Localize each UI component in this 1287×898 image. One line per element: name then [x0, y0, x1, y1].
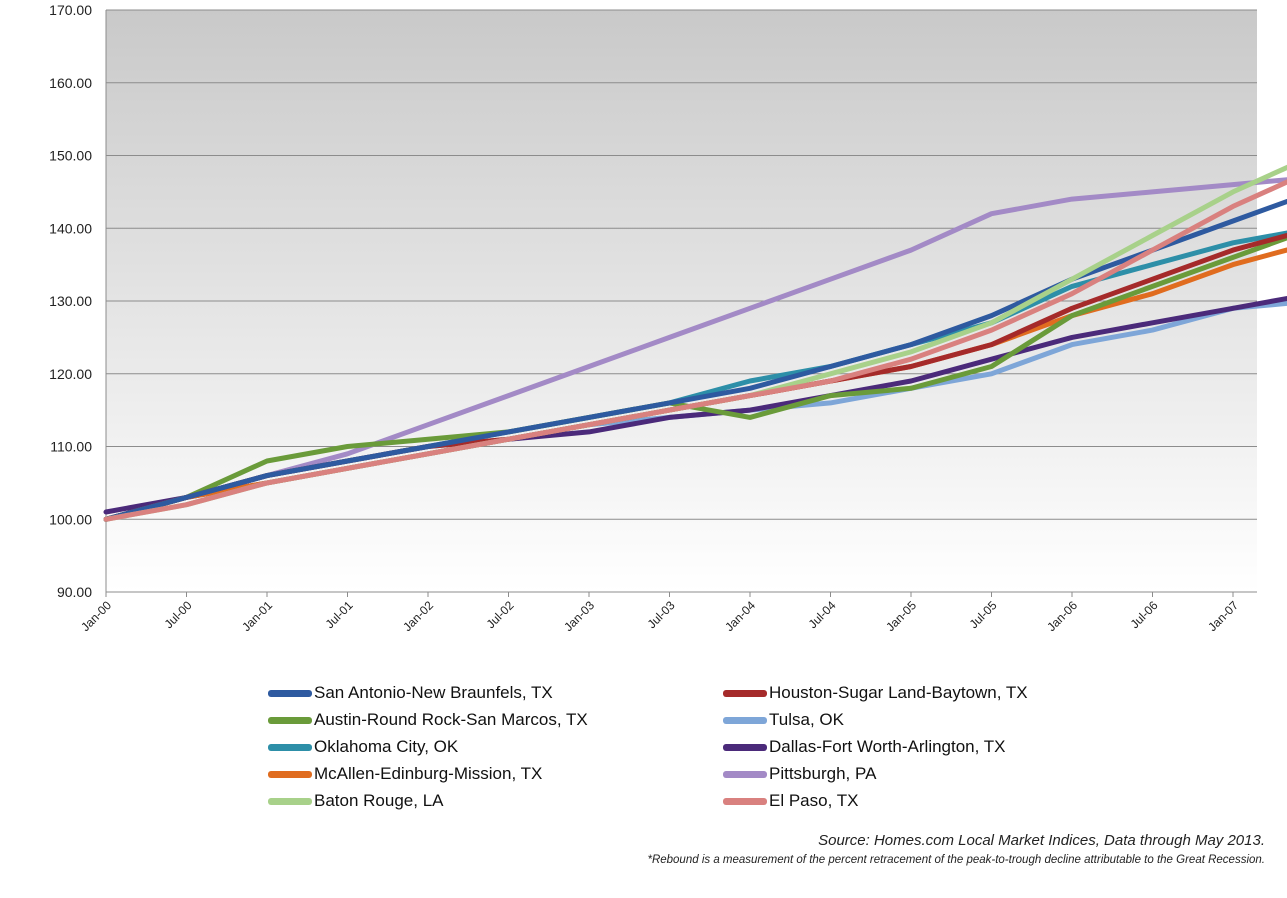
legend-label: McAllen-Edinburg-Mission, TX: [314, 764, 543, 783]
y-tick-label: 130.00: [49, 293, 92, 309]
series-line: [103, 235, 1287, 522]
x-tick-label: Jan-05: [883, 598, 919, 634]
x-tick-label: Jan-01: [239, 598, 275, 634]
x-tick-label: Jan-07: [1205, 598, 1241, 634]
legend-swatch: [723, 689, 767, 697]
x-tick-label: Jul-05: [967, 598, 1000, 631]
x-tick-label: Jan-04: [722, 598, 758, 634]
y-tick-label: 160.00: [49, 75, 92, 91]
legend-swatch: [268, 689, 312, 697]
legend-label: Tulsa, OK: [769, 710, 844, 729]
y-tick-label: 90.00: [57, 584, 92, 600]
x-tick-label: Jul-01: [323, 598, 356, 631]
legend-swatch: [268, 743, 312, 751]
legend-item-el-paso: El Paso, TX: [723, 788, 858, 814]
footnote: *Rebound is a measurement of the percent…: [647, 854, 1265, 866]
x-tick-label: Jul-03: [645, 598, 678, 631]
legend-swatch: [723, 743, 767, 751]
legend-label: Baton Rouge, LA: [314, 791, 444, 810]
series-line: [103, 232, 1287, 522]
x-tick-label: Jul-04: [806, 598, 839, 631]
y-tick-label: 140.00: [49, 220, 92, 236]
legend-item-austin: Austin-Round Rock-San Marcos, TX: [268, 707, 588, 733]
legend-item-baton-rouge: Baton Rouge, LA: [268, 788, 443, 814]
y-tick-label: 120.00: [49, 366, 92, 382]
y-tick-label: 100.00: [49, 511, 92, 527]
legend-item-san-antonio: San Antonio-New Braunfels, TX: [268, 680, 553, 706]
series-line: [103, 177, 1287, 522]
legend-item-dallas: Dallas-Fort Worth-Arlington, TX: [723, 734, 1006, 760]
legend-label: El Paso, TX: [769, 791, 859, 810]
legend-swatch: [723, 716, 767, 724]
series-lines: [103, 164, 1287, 522]
legend-label: Austin-Round Rock-San Marcos, TX: [314, 710, 588, 729]
legend-swatch: [723, 797, 767, 805]
series-line: [103, 198, 1287, 522]
source-note: Source: Homes.com Local Market Indices, …: [818, 832, 1265, 849]
legend-label: San Antonio-New Braunfels, TX: [314, 683, 553, 702]
legend-swatch: [268, 797, 312, 805]
legend-label: Oklahoma City, OK: [314, 737, 459, 756]
legend-item-tulsa: Tulsa, OK: [723, 707, 844, 733]
y-tick-label: 110.00: [50, 439, 92, 455]
series-line: [103, 179, 1287, 522]
x-tick-label: Jul-00: [162, 598, 195, 631]
legend-swatch: [268, 770, 312, 778]
legend-label: Dallas-Fort Worth-Arlington, TX: [769, 737, 1006, 756]
legend-swatch: [268, 716, 312, 724]
legend-item-mcallen: McAllen-Edinburg-Mission, TX: [268, 761, 542, 787]
legend-item-houston: Houston-Sugar Land-Baytown, TX: [723, 680, 1028, 706]
x-tick-label: Jan-06: [1044, 598, 1080, 634]
legend-swatch: [723, 770, 767, 778]
x-tick-label: Jul-06: [1128, 598, 1161, 631]
legend-item-pittsburgh: Pittsburgh, PA: [723, 761, 876, 787]
legend-item-oklahoma-city: Oklahoma City, OK: [268, 734, 458, 760]
x-tick-label: Jan-03: [561, 598, 597, 634]
legend-label: Houston-Sugar Land-Baytown, TX: [769, 683, 1028, 702]
x-tick-label: Jan-00: [78, 598, 114, 634]
x-axis: Jan-00 Jul-00 Jan-01 Jul-01 Jan-02 Jul-02 Jan-…: [78, 592, 1241, 634]
y-axis: 90.00 100.00 110.00 120.00 130.00 140.00 150.0…: [49, 2, 92, 600]
x-tick-label: Jul-02: [484, 598, 517, 631]
x-tick-label: Jan-02: [400, 598, 436, 634]
legend-label: Pittsburgh, PA: [769, 764, 877, 783]
y-tick-label: 150.00: [49, 148, 92, 164]
gridlines: [105, 9, 1257, 593]
y-tick-label: 170.00: [49, 2, 92, 18]
line-chart: 90.00 100.00 110.00 120.00 130.00 140.00 150.0…: [49, 2, 1287, 634]
